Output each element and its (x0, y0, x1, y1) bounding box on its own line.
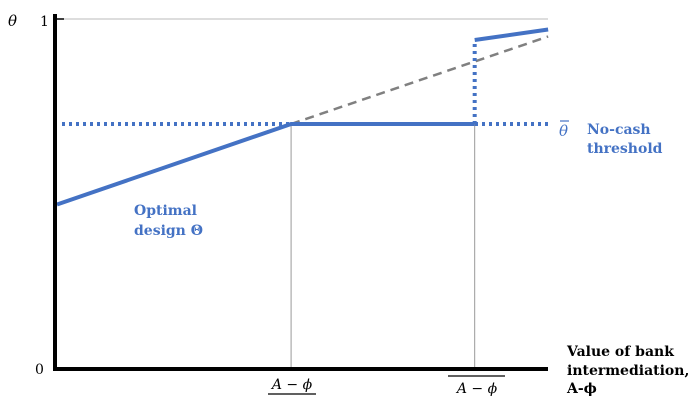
y-tick-label-zero: 0 (35, 362, 44, 378)
y-tick-label-one: 1 (40, 14, 49, 30)
dashed-extension-line (290, 35, 549, 126)
threshold-label-line-1: No-cash (587, 122, 651, 138)
optimal-design-upper-line (474, 27, 549, 42)
optimal-design-line (56, 122, 475, 207)
x-tick-label-2: A − ϕ (455, 381, 498, 397)
x-axis-label-line-2: intermediation, (567, 363, 689, 379)
design-label-line-1: Optimal (134, 203, 197, 219)
x-axis-label-line-1: Value of bank (566, 344, 674, 360)
threshold-symbol: θ (559, 122, 568, 140)
x-tick-label-1: A − ϕ (270, 377, 313, 393)
x-axis-label-line-3: A-ϕ (566, 381, 597, 397)
threshold-label-line-2: threshold (587, 141, 663, 157)
design-label-line-2: design Θ (134, 223, 203, 239)
y-axis-label: θ (8, 12, 17, 30)
